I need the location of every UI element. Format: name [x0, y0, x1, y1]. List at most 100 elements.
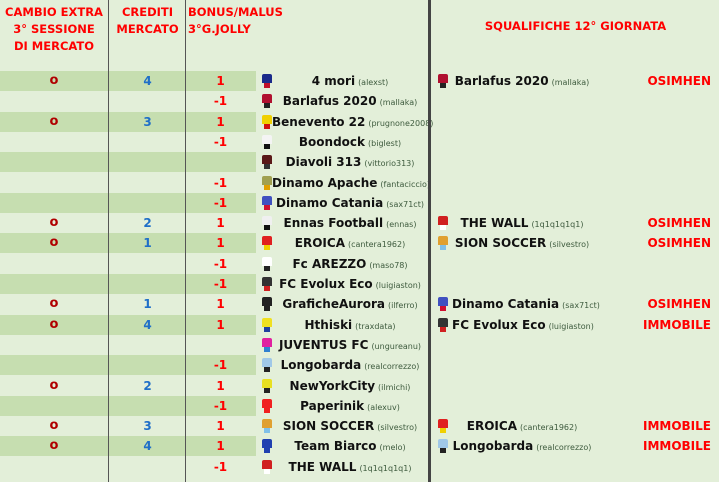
team-label: Longobarda [452, 439, 534, 454]
bonus-cell: 1 [216, 439, 225, 454]
suspended-player: IMMOBILE [642, 419, 711, 434]
team-shirt-icon [262, 155, 272, 170]
team-shirt-icon [262, 419, 272, 434]
team-shirt-icon [262, 134, 272, 149]
team-row: -1 FC Evolux Eco (luigiaston) [0, 274, 428, 294]
team-owner: (traxdata) [355, 321, 396, 331]
team-label: SION SOCCER [454, 236, 547, 251]
team-row: -1 Dinamo Catania (sax71ct) [0, 193, 428, 213]
team-owner: (silvestro) [549, 240, 590, 250]
team-label: Paperinik [300, 398, 365, 413]
crediti-cell [110, 152, 185, 172]
team-owner: (mallaka) [379, 98, 418, 108]
suspended-player: OSIMHEN [647, 74, 711, 88]
panel-divider [428, 0, 431, 482]
team-name: SION SOCCER (silvestro) [452, 233, 592, 253]
team-shirt-icon [262, 297, 272, 312]
cambio-extra-cell: o [49, 215, 59, 231]
crediti-cell [110, 335, 185, 355]
header-line: CREDITI [121, 5, 174, 19]
team-name: Dinamo Catania (sax71ct) [272, 193, 428, 213]
team-shirt-icon [262, 94, 272, 109]
crediti-cell: 4 [143, 74, 152, 88]
team-shirt-icon [262, 459, 272, 474]
cambio-extra-cell [0, 335, 108, 355]
suspended-player: IMMOBILE [642, 439, 711, 454]
team-shirt-icon [262, 236, 272, 251]
team-label: Longobarda [280, 358, 362, 373]
cambio-extra-cell [0, 173, 108, 193]
team-name: EROICA (cantera1962) [452, 416, 592, 436]
crediti-cell: 1 [143, 236, 152, 251]
bonus-cell: -1 [213, 358, 228, 373]
row-stripe [0, 355, 256, 376]
bonus-cell: -1 [213, 398, 228, 413]
team-label: Barlafus 2020 [454, 74, 549, 88]
team-owner: (fantaciccio) [380, 179, 431, 189]
suspension-row: THE WALL (1q1q1q1q1) OSIMHEN [432, 213, 719, 233]
team-owner: (luigiaston) [375, 281, 421, 290]
crediti-cell [110, 173, 185, 193]
header-line: DI MERCATO [13, 39, 95, 53]
team-name: Longobarda (realcorrezzo) [452, 436, 592, 456]
team-label: FC Evolux Eco [452, 317, 546, 332]
team-owner: (melo) [379, 443, 406, 453]
team-shirt-icon [262, 216, 272, 231]
bonus-cell: 1 [216, 297, 225, 312]
team-shirt-icon [262, 358, 272, 373]
team-row: o 1 1 GraficheAurora (ilferro) [0, 294, 428, 314]
row-stripe [0, 274, 256, 294]
team-label: SION SOCCER [282, 419, 375, 434]
team-label: GraficheAurora [282, 297, 385, 312]
team-shirt-icon [262, 398, 272, 413]
team-shirt-icon [262, 317, 272, 332]
row-stripe [0, 71, 256, 91]
crediti-cell [110, 193, 185, 213]
suspension-row: Longobarda (realcorrezzo) IMMOBILE [432, 436, 719, 456]
crediti-cell [110, 355, 185, 375]
cambio-extra-cell [0, 193, 108, 213]
row-stripe [0, 192, 256, 213]
cambio-extra-cell: o [49, 377, 59, 393]
bonus-cell: 1 [216, 216, 225, 231]
bonus-cell: -1 [213, 175, 228, 190]
team-row: o 4 1 4 mori (alexst) [0, 71, 428, 91]
cambio-extra-cell [0, 91, 108, 111]
row-stripe [0, 233, 256, 254]
suspension-row: Barlafus 2020 (mallaka) OSIMHEN [432, 71, 719, 91]
bonus-cell: -1 [213, 195, 228, 210]
bonus-cell: 1 [216, 317, 225, 332]
team-name: Boondock (biglest) [272, 132, 428, 152]
team-row: o 3 1 Benevento 22 (prugnone2008) [0, 112, 433, 132]
row-stripe [0, 395, 256, 416]
team-shirt-icon [438, 297, 448, 312]
team-owner: (sax71ct) [562, 301, 600, 311]
bonus-cell: -1 [213, 134, 228, 149]
team-name: Dinamo Apache (fantaciccio) [272, 173, 431, 193]
row-stripe [0, 152, 256, 173]
header-line: 3°G.JOLLY [188, 22, 251, 36]
team-owner: (cantera1962) [519, 423, 578, 433]
team-owner: (silvestro) [377, 423, 418, 433]
cambio-extra-cell [0, 355, 108, 375]
bonus-cell: 1 [216, 236, 225, 251]
team-shirt-icon [262, 256, 272, 271]
header-line: 3° SESSIONE [13, 22, 95, 36]
team-owner: (alexuv) [367, 402, 400, 412]
team-name: Benevento 22 (prugnone2008) [272, 112, 433, 132]
team-label: Dinamo Catania [452, 297, 560, 312]
row-stripe [0, 436, 256, 457]
team-name: SION SOCCER (silvestro) [272, 416, 428, 436]
cambio-extra-cell [0, 457, 108, 477]
team-name: JUVENTUS FC (ungureanu) [272, 335, 428, 355]
crediti-cell [110, 274, 185, 294]
team-owner: (maso78) [369, 260, 408, 270]
team-shirt-icon [438, 439, 448, 454]
team-name: Hthiski (traxdata) [272, 315, 428, 335]
suspended-player: OSIMHEN [647, 236, 711, 251]
team-name: EROICA (cantera1962) [272, 233, 428, 253]
team-owner: (sax71ct) [386, 199, 424, 209]
bonus-cell: -1 [213, 94, 228, 109]
team-owner: (ungureanu) [371, 341, 422, 351]
team-label: FC Evolux Eco [279, 277, 373, 291]
